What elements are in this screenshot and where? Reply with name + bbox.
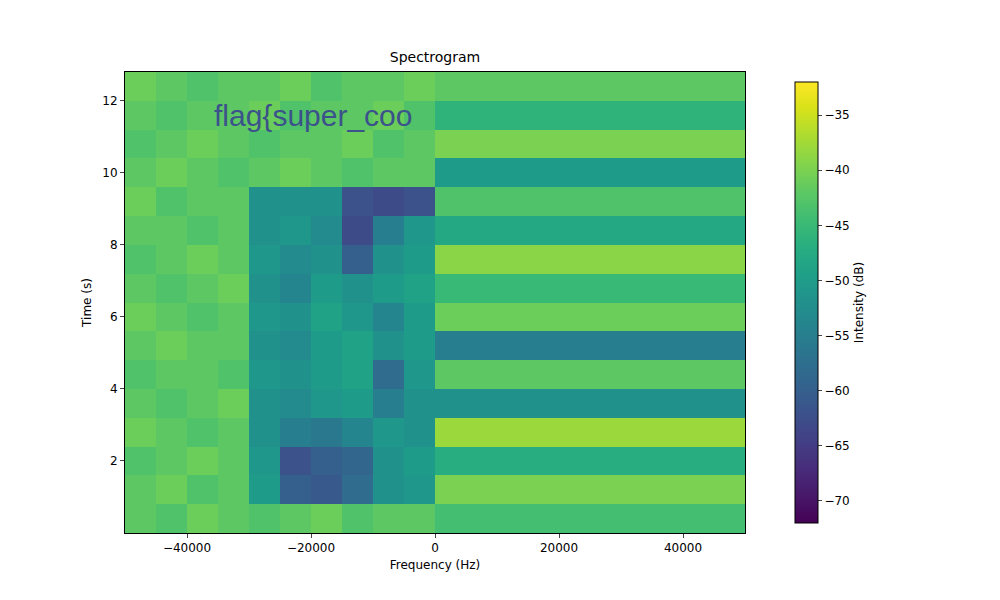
svg-text:10: 10 [102,166,117,180]
svg-text:−40000: −40000 [163,541,211,555]
svg-text:40000: 40000 [664,541,702,555]
svg-text:Spectrogram: Spectrogram [390,49,480,65]
svg-text:12: 12 [102,94,117,108]
svg-text:Frequency (Hz): Frequency (Hz) [390,558,481,572]
svg-text:−35: −35 [824,108,849,122]
svg-text:−70: −70 [824,494,849,508]
svg-text:20000: 20000 [540,541,578,555]
svg-text:−65: −65 [824,439,849,453]
svg-text:−40: −40 [824,163,849,177]
svg-text:−60: −60 [824,384,849,398]
svg-text:−50: −50 [824,274,849,288]
svg-text:Time (s): Time (s) [80,278,94,328]
svg-text:0: 0 [431,541,439,555]
svg-text:flag{super_coo: flag{super_coo [214,99,413,132]
svg-text:−45: −45 [824,219,849,233]
svg-text:−20000: −20000 [287,541,335,555]
svg-text:4: 4 [110,382,118,396]
svg-text:Intensity (dB): Intensity (dB) [852,262,866,343]
svg-text:6: 6 [110,310,118,324]
svg-text:8: 8 [110,238,118,252]
svg-text:−55: −55 [824,329,849,343]
svg-text:2: 2 [110,454,118,468]
